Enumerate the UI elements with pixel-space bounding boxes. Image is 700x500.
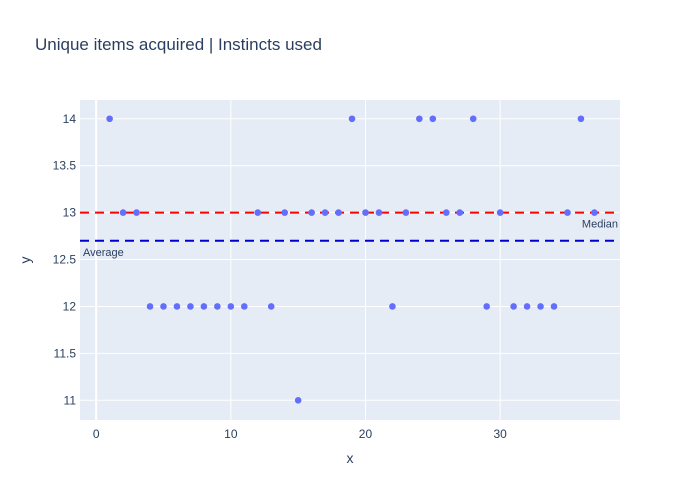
data-point — [240, 303, 248, 310]
data-point — [442, 209, 450, 216]
chart-title: Unique items acquired | Instincts used — [35, 35, 322, 54]
data-point — [254, 209, 262, 216]
reference-lines — [80, 211, 620, 242]
data-point — [321, 209, 329, 216]
data-point — [483, 303, 490, 310]
data-point — [537, 303, 544, 310]
data-point — [362, 209, 369, 216]
x-tick-label: 30 — [493, 427, 507, 441]
data-point — [214, 303, 221, 310]
data-point — [281, 209, 288, 216]
y-tick-label: 12.5 — [53, 253, 77, 267]
data-point — [577, 115, 585, 123]
data-point — [267, 303, 275, 310]
median-label: Median — [582, 219, 618, 231]
data-point — [294, 396, 302, 404]
average-label: Average — [83, 247, 124, 259]
data-point — [510, 303, 517, 310]
data-point — [146, 303, 154, 310]
data-point — [119, 209, 127, 216]
data-point — [564, 209, 571, 216]
x-tick-label: 10 — [224, 427, 238, 441]
x-tick-label: 20 — [359, 427, 373, 441]
data-point — [187, 303, 194, 310]
data-point — [416, 115, 423, 123]
y-tick-label: 11.5 — [54, 346, 77, 360]
data-point — [550, 303, 558, 310]
data-point — [469, 115, 477, 123]
data-point — [308, 209, 315, 216]
data-point — [496, 209, 504, 216]
annotations: Median Average — [83, 219, 618, 259]
y-tick-label: 12 — [63, 299, 77, 313]
data-point — [348, 115, 356, 123]
data-point — [200, 303, 208, 310]
data-point — [523, 303, 531, 310]
data-point — [375, 209, 383, 216]
y-tick-label: 11 — [64, 393, 77, 407]
data-point — [133, 209, 140, 216]
x-axis-ticks: 0 10 20 30 — [93, 427, 507, 441]
data-point — [429, 115, 437, 123]
data-point — [402, 209, 410, 216]
data-point — [335, 209, 342, 216]
y-tick-label: 14 — [63, 112, 77, 126]
data-point — [389, 303, 396, 310]
y-axis-ticks: 11 11.5 12 12.5 13 13.5 14 — [53, 112, 77, 408]
y-tick-label: 13.5 — [53, 159, 77, 173]
x-axis-title: x — [347, 450, 354, 466]
data-point — [456, 209, 464, 216]
data-point — [106, 115, 113, 123]
x-tick-label: 0 — [93, 427, 100, 441]
y-axis-title: y — [17, 257, 33, 264]
data-points — [106, 115, 598, 404]
y-tick-label: 13 — [63, 206, 77, 220]
data-point — [160, 303, 167, 310]
data-point — [173, 303, 181, 310]
data-point — [591, 209, 598, 216]
data-point — [227, 303, 235, 310]
